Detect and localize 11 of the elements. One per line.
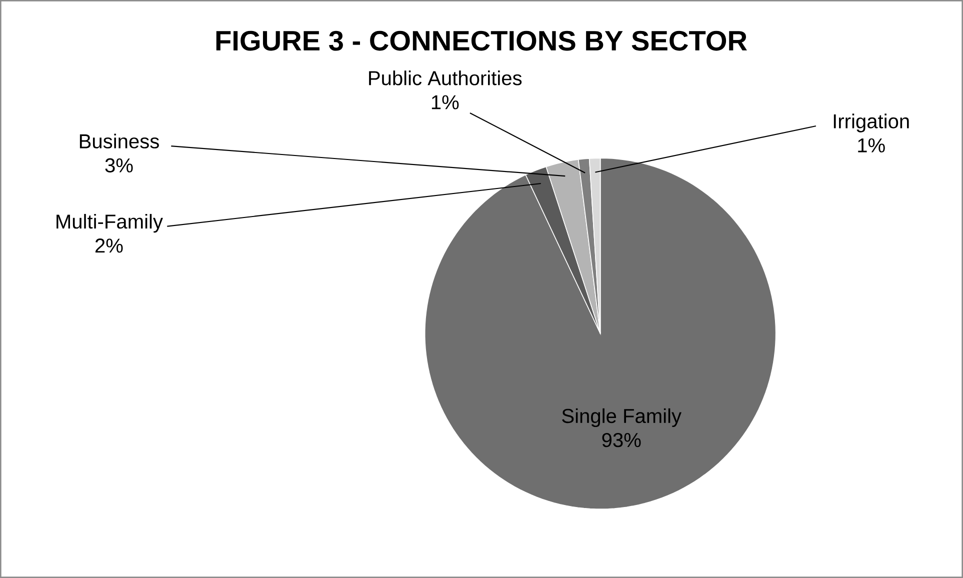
data-label: 2% — [95, 238, 123, 253]
slice-label: Business — [80, 134, 159, 148]
data-label: 3% — [105, 158, 133, 173]
slice-label: Multi-Family — [56, 214, 163, 233]
data-label: 1% — [432, 95, 459, 110]
chart-title: FIGURE 3 - CONNECTIONS BY SECTOR — [216, 30, 747, 51]
slice-label: Single Family — [562, 408, 682, 428]
data-label: 93% — [602, 432, 641, 448]
slice-label: Irrigation — [834, 114, 909, 132]
data-label: 1% — [858, 138, 885, 152]
slice-label: Public Authorities — [369, 70, 522, 86]
